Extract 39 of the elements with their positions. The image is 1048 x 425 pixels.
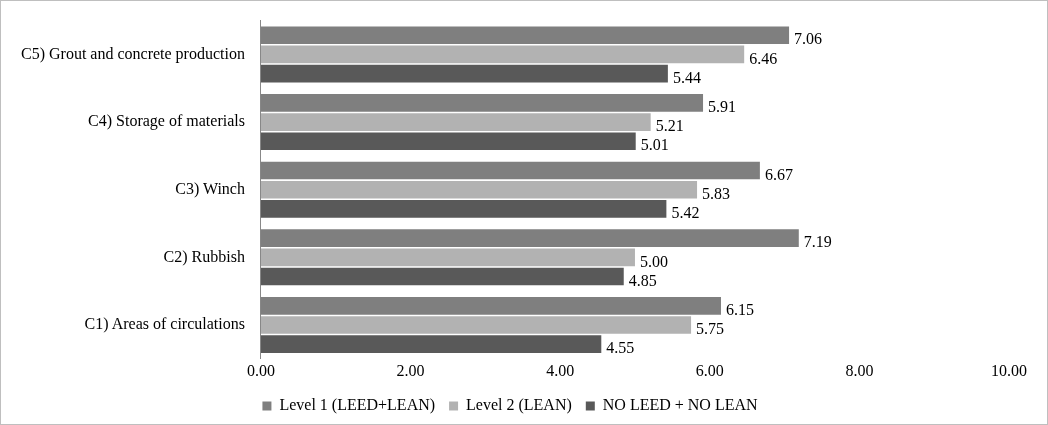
data-label: 5.01 [640, 136, 669, 154]
data-label: 6.46 [749, 49, 778, 67]
data-label: 4.55 [606, 339, 635, 357]
x-tick-label: 10.00 [991, 361, 1027, 379]
data-label: 5.42 [671, 204, 700, 222]
bar [260, 64, 668, 83]
data-label: 7.06 [794, 30, 823, 48]
y-tick-label: C1) Areas of circulations [84, 315, 245, 334]
data-label: 5.44 [672, 68, 701, 86]
y-tick-label: C2) Rubbish [163, 247, 245, 266]
bar [260, 180, 698, 199]
data-label: 6.15 [725, 301, 754, 319]
legend-label: NO LEED + NO LEAN [602, 396, 759, 414]
bar [260, 113, 651, 131]
bar [260, 316, 692, 334]
data-label: 7.19 [803, 233, 832, 251]
bar [260, 200, 667, 218]
bar [260, 335, 602, 353]
x-tick-label: 2.00 [396, 361, 425, 379]
bar [260, 132, 636, 151]
x-tick-label: 8.00 [845, 361, 874, 379]
x-tick-label: 0.00 [246, 361, 275, 379]
data-label: 5.21 [655, 117, 684, 135]
bar [260, 45, 745, 64]
data-label: 6.67 [764, 165, 793, 183]
x-tick-label: 4.00 [546, 361, 575, 379]
bar [260, 267, 624, 286]
legend-label: Level 2 (LEAN) [466, 396, 572, 415]
x-tick-label: 6.00 [695, 361, 724, 379]
data-label: 5.91 [708, 98, 737, 116]
y-tick-label: C3) Winch [175, 179, 245, 198]
y-tick-label: C5) Grout and concrete production [20, 44, 245, 63]
bar [260, 248, 635, 267]
legend-label: Level 1 (LEED+LEAN) [279, 396, 436, 415]
data-label: 5.00 [639, 252, 668, 270]
y-tick-label: C4) Storage of materials [88, 112, 245, 131]
data-label: 5.75 [696, 320, 725, 338]
data-label: 5.83 [702, 184, 731, 202]
data-label: 4.85 [628, 271, 657, 289]
